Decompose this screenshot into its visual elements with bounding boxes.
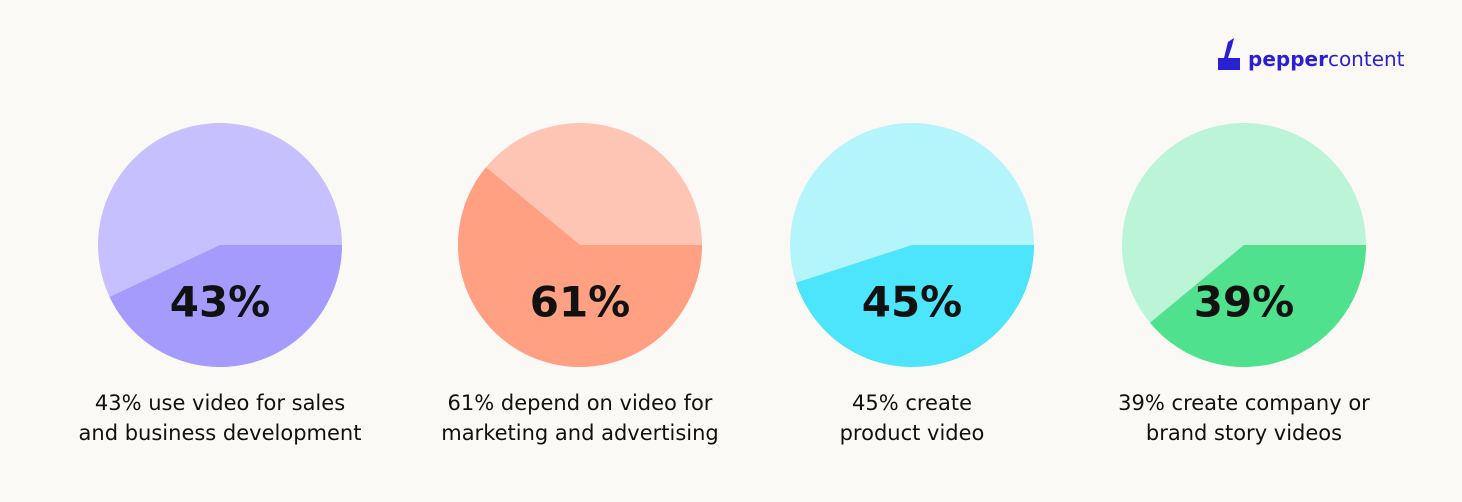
pie-slice [457, 167, 702, 367]
caption: product video [840, 421, 985, 445]
pie-slice [109, 245, 342, 367]
caption: 61% depend on video for [448, 391, 713, 415]
caption: 43% use video for sales [95, 391, 345, 415]
pie-slice [1149, 245, 1366, 367]
logo: peppercontent [1218, 38, 1405, 71]
value-label: 45% [862, 278, 963, 327]
logo-bold: pepper [1248, 47, 1328, 71]
caption: and business development [79, 421, 362, 445]
pie-slice [795, 245, 1034, 367]
value-label: 61% [530, 278, 631, 327]
caption: 39% create company or [1118, 391, 1370, 415]
caption: 45% create [852, 391, 972, 415]
logo-icon [1218, 38, 1240, 70]
caption: marketing and advertising [441, 421, 719, 445]
value-label: 43% [170, 278, 271, 327]
caption: brand story videos [1146, 421, 1342, 445]
value-label: 39% [1194, 278, 1295, 327]
logo-text: peppercontent [1248, 47, 1405, 71]
logo-regular: content [1328, 47, 1405, 71]
